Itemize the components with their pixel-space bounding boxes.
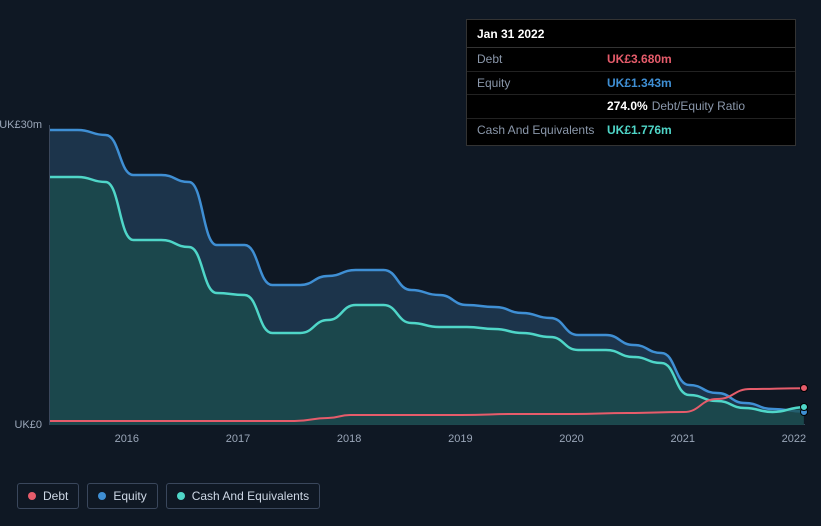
tooltip-row: EquityUK£1.343m (467, 72, 795, 96)
x-axis-tick-label: 2016 (115, 433, 139, 445)
tooltip-row-label: Equity (477, 75, 607, 92)
tooltip-row: 274.0%Debt/Equity Ratio (467, 95, 795, 119)
series-end-marker (800, 384, 808, 392)
x-axis-tick-label: 2022 (782, 433, 806, 445)
series-end-marker (800, 403, 808, 411)
legend-dot-icon (177, 492, 185, 500)
tooltip-row-label (477, 98, 607, 115)
legend-item-label: Cash And Equivalents (192, 489, 309, 503)
legend-item-equity[interactable]: Equity (87, 483, 157, 509)
legend-dot-icon (98, 492, 106, 500)
tooltip-date: Jan 31 2022 (467, 20, 795, 48)
x-axis-tick-label: 2020 (559, 433, 583, 445)
x-axis-tick-label: 2019 (448, 433, 472, 445)
tooltip-row-value: 274.0% (607, 98, 648, 115)
legend-item-cash-and-equivalents[interactable]: Cash And Equivalents (166, 483, 320, 509)
legend-item-debt[interactable]: Debt (17, 483, 79, 509)
tooltip-row: DebtUK£3.680m (467, 48, 795, 72)
chart-plot-area[interactable] (49, 125, 805, 425)
x-axis-tick-label: 2018 (337, 433, 361, 445)
chart-legend: Debt Equity Cash And Equivalents (17, 483, 320, 509)
tooltip-row-sublabel: Debt/Equity Ratio (652, 98, 745, 115)
legend-dot-icon (28, 492, 36, 500)
tooltip-row-label: Debt (477, 51, 607, 68)
chart-svg (50, 125, 806, 425)
tooltip-row-value: UK£1.343m (607, 75, 672, 92)
y-axis-tick-label: UK£0 (14, 419, 42, 431)
legend-item-label: Equity (113, 489, 146, 503)
x-axis-tick-label: 2021 (670, 433, 694, 445)
legend-item-label: Debt (43, 489, 68, 503)
tooltip-row-value: UK£3.680m (607, 51, 672, 68)
y-axis-tick-label: UK£30m (0, 119, 42, 131)
x-axis-tick-label: 2017 (226, 433, 250, 445)
